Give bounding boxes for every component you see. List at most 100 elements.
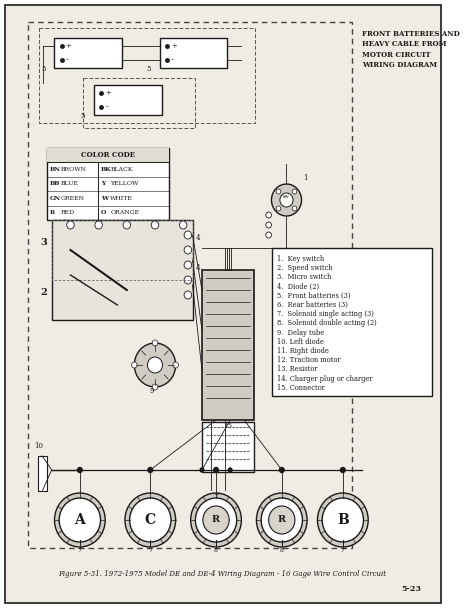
Text: 3.  Micro switch: 3. Micro switch (277, 274, 331, 282)
Text: 1: 1 (303, 174, 308, 182)
Text: 8: 8 (214, 548, 218, 553)
Text: GREEN: GREEN (61, 196, 85, 201)
Circle shape (340, 468, 345, 472)
Text: B: B (337, 513, 349, 527)
Circle shape (95, 221, 102, 229)
Text: 9.  Delay tube: 9. Delay tube (277, 328, 324, 337)
Circle shape (276, 206, 281, 211)
Text: O: O (101, 210, 107, 215)
Bar (202, 270, 254, 420)
Text: 4: 4 (195, 234, 200, 242)
Text: 8: 8 (280, 548, 284, 553)
Text: A: A (74, 513, 85, 527)
Circle shape (191, 493, 241, 547)
Text: R: R (212, 516, 220, 525)
Circle shape (59, 498, 100, 542)
Text: 5-23: 5-23 (401, 585, 421, 593)
Circle shape (184, 276, 191, 284)
Text: sw: sw (283, 195, 290, 199)
Text: 5.  Front batteries (3): 5. Front batteries (3) (277, 292, 351, 300)
Text: 9: 9 (149, 387, 154, 395)
Bar (52, 220, 192, 320)
Circle shape (272, 184, 301, 216)
Text: BK: BK (101, 167, 112, 171)
Text: 7: 7 (341, 548, 345, 553)
Text: R: R (278, 516, 286, 525)
Text: BN: BN (50, 167, 61, 171)
Text: -: - (171, 56, 174, 64)
Bar (273, 248, 432, 396)
Circle shape (184, 291, 191, 299)
Text: 8.  Solenoid double acting (2): 8. Solenoid double acting (2) (277, 319, 377, 327)
Text: 11. Right diode: 11. Right diode (277, 347, 329, 355)
Text: +: + (66, 42, 72, 50)
Text: 5: 5 (146, 65, 151, 73)
Circle shape (266, 212, 272, 218)
Bar (47, 148, 169, 162)
Text: 4.  Diode (2): 4. Diode (2) (277, 283, 319, 291)
Bar (94, 85, 162, 115)
Bar (37, 456, 47, 491)
Bar (160, 38, 228, 68)
Text: -: - (105, 103, 108, 111)
Circle shape (195, 498, 237, 542)
Text: BROWN: BROWN (61, 167, 87, 171)
Text: +: + (171, 42, 177, 50)
Text: BLUE: BLUE (61, 181, 79, 186)
Text: COLOR CODE: COLOR CODE (81, 151, 135, 159)
Text: 15. Connector: 15. Connector (277, 384, 325, 392)
Circle shape (148, 468, 153, 472)
Circle shape (125, 493, 176, 547)
Circle shape (261, 498, 302, 542)
Circle shape (214, 468, 218, 472)
Circle shape (184, 261, 191, 269)
Text: YELLOW: YELLOW (110, 181, 139, 186)
Text: +: + (213, 491, 219, 499)
Text: 7.  Solenoid single acting (3): 7. Solenoid single acting (3) (277, 310, 374, 318)
Text: ORANGE: ORANGE (110, 210, 139, 215)
Text: C: C (145, 513, 156, 527)
Text: GN: GN (50, 196, 61, 201)
Circle shape (123, 221, 130, 229)
Text: W: W (101, 196, 108, 201)
Circle shape (292, 189, 297, 194)
Text: 1.  Key switch: 1. Key switch (277, 255, 324, 263)
Text: FRONT BATTERIES AND
HEAVY CABLE FROM
MOTOR CIRCUIT
WIRING DIAGRAM: FRONT BATTERIES AND HEAVY CABLE FROM MOT… (362, 30, 459, 69)
Text: 7: 7 (148, 548, 152, 553)
Circle shape (276, 189, 281, 194)
Text: BLACK: BLACK (110, 167, 133, 171)
Text: 13. Resistor: 13. Resistor (277, 365, 318, 373)
Bar (52, 220, 192, 280)
Text: +: + (105, 89, 111, 97)
Bar (28, 22, 352, 548)
Text: 14. Charger plug or charger: 14. Charger plug or charger (277, 375, 373, 382)
Circle shape (318, 493, 368, 547)
Circle shape (134, 343, 176, 387)
Circle shape (131, 362, 137, 368)
Text: 2: 2 (40, 288, 47, 297)
Text: 4: 4 (195, 264, 200, 272)
Circle shape (200, 468, 204, 472)
Circle shape (77, 468, 82, 472)
Circle shape (147, 357, 163, 373)
Circle shape (280, 468, 284, 472)
Bar (39, 28, 255, 123)
Circle shape (322, 498, 364, 542)
Text: WHITE: WHITE (110, 196, 133, 201)
Text: 2.  Speed switch: 2. Speed switch (277, 264, 333, 272)
Text: BB: BB (50, 181, 60, 186)
Circle shape (184, 231, 191, 239)
Circle shape (184, 246, 191, 254)
Text: 5: 5 (81, 112, 85, 120)
Circle shape (292, 206, 297, 211)
Circle shape (269, 506, 295, 534)
Circle shape (67, 221, 74, 229)
Bar (47, 148, 169, 220)
Circle shape (152, 340, 158, 346)
Circle shape (151, 221, 159, 229)
Circle shape (55, 493, 105, 547)
Text: -: - (66, 56, 69, 64)
Text: 15: 15 (223, 422, 232, 430)
Circle shape (179, 221, 187, 229)
Circle shape (228, 468, 232, 472)
